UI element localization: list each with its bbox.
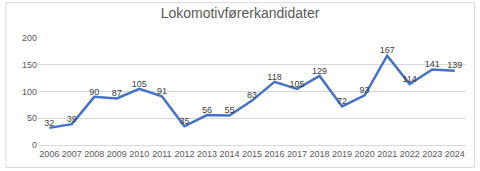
svg-text:167: 167 [380, 45, 395, 55]
svg-text:93: 93 [360, 85, 370, 95]
svg-text:118: 118 [267, 72, 281, 82]
svg-text:55: 55 [224, 105, 234, 115]
svg-text:2023: 2023 [422, 149, 442, 159]
svg-text:2007: 2007 [62, 149, 82, 159]
svg-text:139: 139 [447, 60, 462, 70]
svg-text:150: 150 [22, 60, 37, 70]
svg-text:0: 0 [32, 140, 37, 150]
svg-text:2024: 2024 [445, 149, 465, 159]
svg-text:2016: 2016 [265, 149, 285, 159]
svg-text:2014: 2014 [219, 149, 239, 159]
svg-text:2017: 2017 [287, 149, 307, 159]
svg-text:Lokomotivførerkandidater: Lokomotivførerkandidater [161, 5, 320, 21]
svg-text:2008: 2008 [84, 149, 104, 159]
svg-text:2015: 2015 [242, 149, 262, 159]
svg-text:2010: 2010 [129, 149, 149, 159]
svg-text:2021: 2021 [377, 149, 397, 159]
svg-text:56: 56 [202, 105, 212, 115]
svg-text:141: 141 [425, 59, 440, 69]
svg-text:2018: 2018 [310, 149, 330, 159]
svg-text:2009: 2009 [107, 149, 127, 159]
svg-text:2022: 2022 [400, 149, 420, 159]
svg-text:2013: 2013 [197, 149, 217, 159]
svg-text:39: 39 [67, 114, 77, 124]
svg-text:2020: 2020 [355, 149, 375, 159]
svg-text:2011: 2011 [152, 149, 171, 159]
svg-text:32: 32 [44, 118, 54, 128]
svg-text:2012: 2012 [174, 149, 194, 159]
svg-text:100: 100 [22, 87, 37, 97]
svg-text:83: 83 [247, 90, 257, 100]
svg-text:87: 87 [112, 88, 122, 98]
svg-text:50: 50 [27, 113, 37, 123]
svg-text:90: 90 [89, 87, 99, 97]
svg-text:114: 114 [403, 74, 417, 84]
svg-text:105: 105 [290, 79, 305, 89]
svg-text:2006: 2006 [39, 149, 59, 159]
svg-text:91: 91 [157, 86, 167, 96]
svg-text:105: 105 [132, 79, 147, 89]
svg-text:200: 200 [22, 33, 37, 43]
svg-text:35: 35 [179, 116, 189, 126]
svg-text:72: 72 [337, 96, 347, 106]
svg-text:2019: 2019 [332, 149, 352, 159]
svg-text:129: 129 [312, 66, 327, 76]
